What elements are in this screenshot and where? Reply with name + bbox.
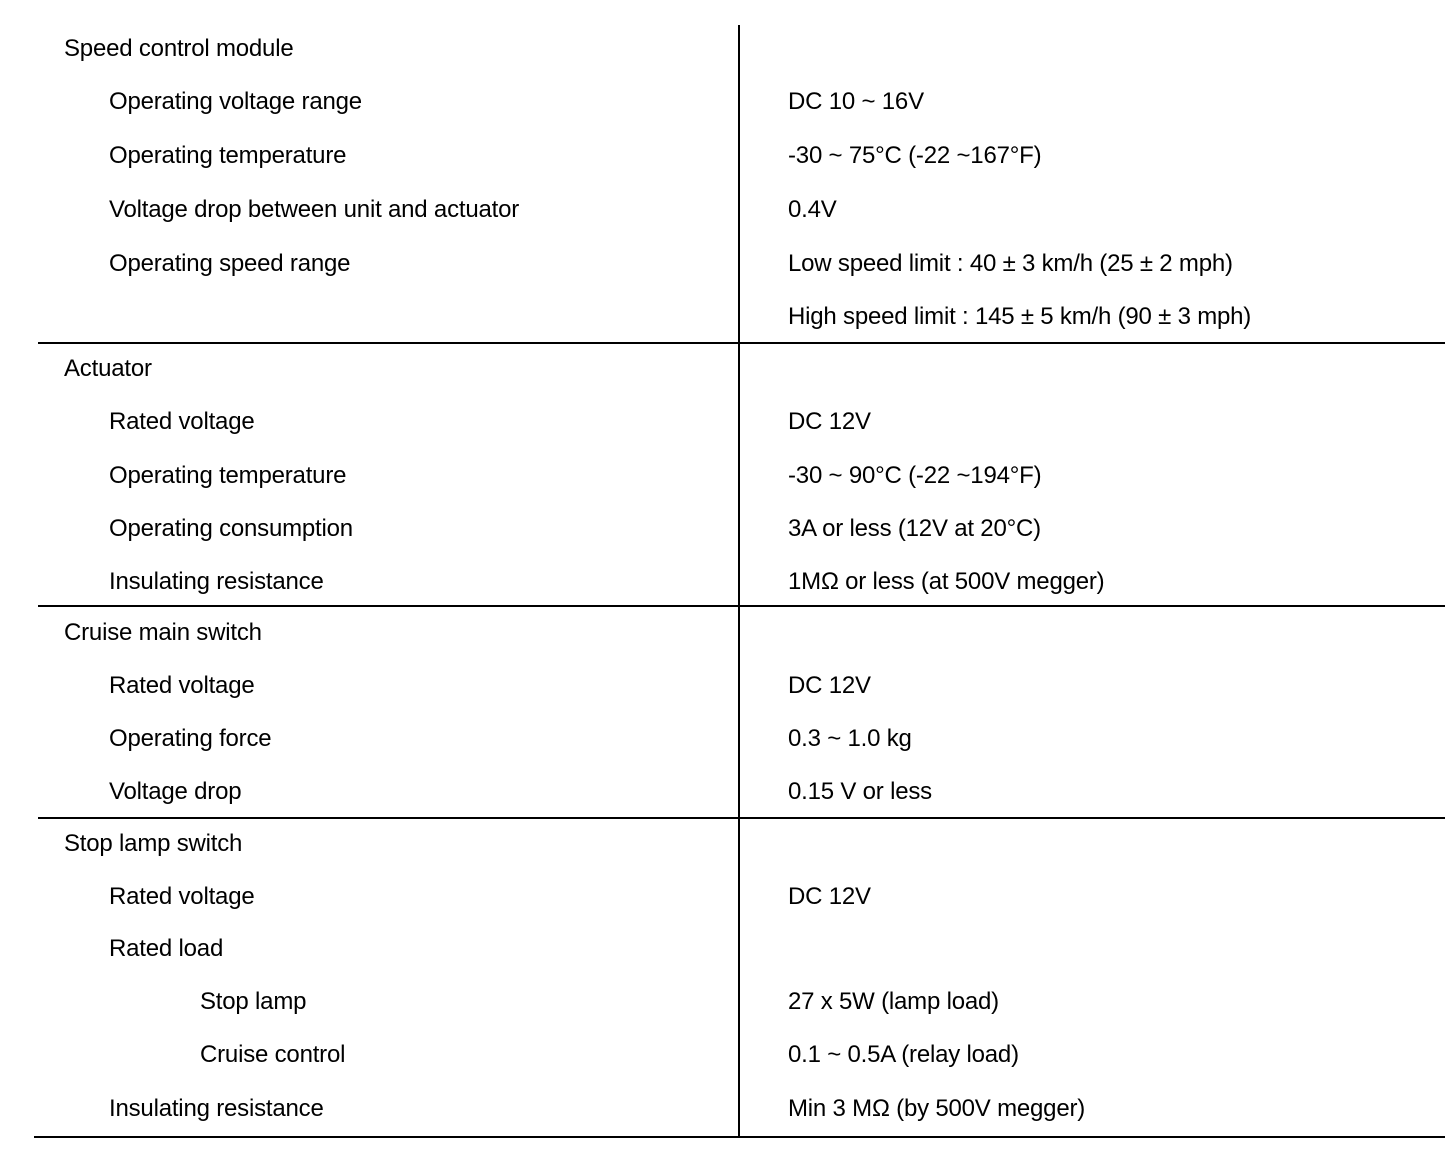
spec-label: Insulating resistance	[109, 1095, 324, 1122]
section-title: Actuator	[64, 355, 152, 382]
section-title: Cruise main switch	[64, 619, 262, 646]
spec-value: -30 ~ 90°C (-22 ~194°F)	[788, 462, 1042, 489]
spec-value: 1MΩ or less (at 500V megger)	[788, 568, 1105, 595]
spec-value: Min 3 MΩ (by 500V megger)	[788, 1095, 1086, 1122]
spec-value: DC 12V	[788, 408, 871, 435]
spec-label: Cruise control	[200, 1041, 346, 1068]
column-divider	[738, 25, 740, 1138]
spec-value: 0.1 ~ 0.5A (relay load)	[788, 1041, 1019, 1068]
spec-label: Operating consumption	[109, 515, 353, 542]
spec-value: 3A or less (12V at 20°C)	[788, 515, 1041, 542]
spec-value: DC 12V	[788, 883, 871, 910]
spec-label: Rated voltage	[109, 408, 255, 435]
section-divider	[34, 1136, 1445, 1138]
spec-label: Operating voltage range	[109, 88, 362, 115]
spec-value: 0.3 ~ 1.0 kg	[788, 725, 912, 752]
spec-value: -30 ~ 75°C (-22 ~167°F)	[788, 142, 1042, 169]
spec-value: Low speed limit : 40 ± 3 km/h (25 ± 2 mp…	[788, 250, 1233, 277]
spec-label: Stop lamp	[200, 988, 307, 1015]
spec-value: High speed limit : 145 ± 5 km/h (90 ± 3 …	[788, 303, 1252, 330]
spec-label: Rated voltage	[109, 672, 255, 699]
spec-label: Operating temperature	[109, 462, 347, 489]
spec-value: 0.15 V or less	[788, 778, 932, 805]
section-divider	[38, 605, 1445, 607]
spec-label: Insulating resistance	[109, 568, 324, 595]
spec-label: Voltage drop between unit and actuator	[109, 196, 520, 223]
section-divider	[38, 342, 1445, 344]
section-title: Speed control module	[64, 35, 294, 62]
spec-label: Voltage drop	[109, 778, 242, 805]
spec-value: 0.4V	[788, 196, 837, 223]
section-divider	[38, 817, 1445, 819]
spec-label: Operating speed range	[109, 250, 351, 277]
spec-label: Operating temperature	[109, 142, 347, 169]
section-title: Stop lamp switch	[64, 830, 243, 857]
spec-value: DC 10 ~ 16V	[788, 88, 924, 115]
spec-label: Operating force	[109, 725, 272, 752]
spec-label: Rated load	[109, 935, 224, 962]
spec-label: Rated voltage	[109, 883, 255, 910]
spec-value: DC 12V	[788, 672, 871, 699]
spec-value: 27 x 5W (lamp load)	[788, 988, 999, 1015]
